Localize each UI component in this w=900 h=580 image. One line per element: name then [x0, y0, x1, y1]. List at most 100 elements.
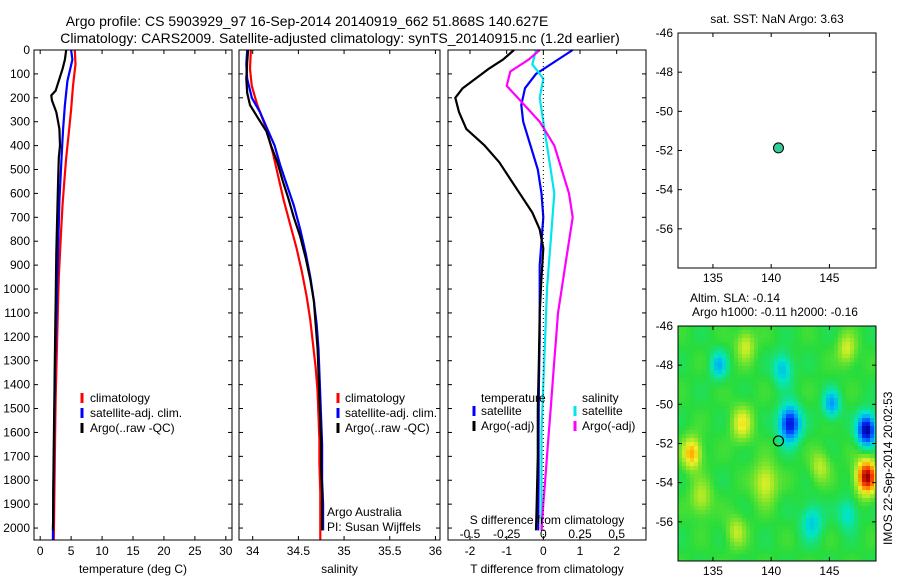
sla-map-cell	[678, 530, 682, 534]
sla-map-cell	[778, 450, 782, 454]
sla-map-cell	[770, 334, 774, 338]
sla-map-cell	[722, 466, 726, 470]
sla-map-cell	[714, 470, 718, 474]
sla-map-cell	[870, 378, 874, 382]
sla-map-cell	[702, 382, 706, 386]
sla-map-cell	[774, 398, 778, 402]
sla-map-cell	[766, 542, 770, 546]
sla-map-cell	[778, 458, 782, 462]
sla-map-cell	[718, 454, 722, 458]
sla-map-cell	[826, 466, 830, 470]
temperature-ytick-label: 200	[10, 91, 30, 105]
sla-map-cell	[846, 454, 850, 458]
sla-map-cell	[778, 470, 782, 474]
sla-map-cell	[678, 354, 682, 358]
sla-map-cell	[706, 334, 710, 338]
sla-map-cell	[838, 418, 842, 422]
sla-map-cell	[770, 362, 774, 366]
sla-map-cell	[682, 490, 686, 494]
sla-map-cell	[742, 406, 746, 410]
sla-map-cell	[678, 474, 682, 478]
sla-map-cell	[818, 338, 822, 342]
sla-map-cell	[790, 442, 794, 446]
sla-map-cell	[766, 458, 770, 462]
sla-map-cell	[798, 438, 802, 442]
sla-map-cell	[822, 478, 826, 482]
sla-map-cell	[798, 394, 802, 398]
sla-map-cell	[786, 514, 790, 518]
sla-map-cell	[750, 414, 754, 418]
sla-map-cell	[862, 470, 866, 474]
sla-map-cell	[686, 426, 690, 430]
sla-map-cell	[810, 442, 814, 446]
sla-map-cell	[814, 490, 818, 494]
sla-map-cell	[842, 510, 846, 514]
sla-map-cell	[826, 434, 830, 438]
sla-map-cell	[826, 338, 830, 342]
sla-map-cell	[774, 526, 778, 530]
sla-map-cell	[870, 466, 874, 470]
sla-map-cell	[702, 446, 706, 450]
sla-map-cell	[794, 462, 798, 466]
sla-map-cell	[762, 350, 766, 354]
sla-map-cell	[758, 558, 762, 561]
sla-map-cell	[678, 326, 682, 330]
sla-map-cell	[726, 502, 730, 506]
sla-map-cell	[686, 366, 690, 370]
sla-map-cell	[874, 526, 876, 530]
sla-map-cell	[774, 350, 778, 354]
sla-map-cell	[738, 406, 742, 410]
sla-map-cell	[822, 514, 826, 518]
sla-map-cell	[758, 510, 762, 514]
sla-map-cell	[694, 378, 698, 382]
sla-map-cell	[738, 410, 742, 414]
sla-map-cell	[762, 334, 766, 338]
sla-map-cell	[858, 438, 862, 442]
sla-map-cell	[798, 482, 802, 486]
sla-map-cell	[690, 378, 694, 382]
sla-map-cell	[738, 374, 742, 378]
salinity-series-2	[245, 49, 324, 531]
sla-map-cell	[762, 414, 766, 418]
sla-map-cell	[874, 326, 876, 330]
sla-map-cell	[754, 490, 758, 494]
sla-map-cell	[706, 378, 710, 382]
sla-map-cell	[818, 386, 822, 390]
sla-map-cell	[698, 394, 702, 398]
sla-map-cell	[738, 402, 742, 406]
sla-map-cell	[734, 454, 738, 458]
sla-map-cell	[738, 434, 742, 438]
sst_map-xtick-label: 140	[761, 271, 781, 285]
sla-map-cell	[750, 430, 754, 434]
sla-map-cell	[730, 482, 734, 486]
sla-map-cell	[830, 482, 834, 486]
sla-map-cell	[818, 430, 822, 434]
sla-map-cell	[678, 454, 682, 458]
sla-map-cell	[718, 474, 722, 478]
sla-map-cell	[858, 494, 862, 498]
sla-map-cell	[830, 522, 834, 526]
sla-map-cell	[758, 394, 762, 398]
sla-map-cell	[678, 394, 682, 398]
sla-map-cell	[834, 442, 838, 446]
sla-map-cell	[734, 446, 738, 450]
sla-map-cell	[714, 458, 718, 462]
sla-map-cell	[778, 386, 782, 390]
sla-map-cell	[850, 334, 854, 338]
sla-map-cell	[862, 386, 866, 390]
sla-map-cell	[754, 458, 758, 462]
sla-map-cell	[822, 358, 826, 362]
sla-map-cell	[778, 390, 782, 394]
sla-map-cell	[838, 462, 842, 466]
sla-map-cell	[782, 410, 786, 414]
sla-map-cell	[742, 330, 746, 334]
sla-map-cell	[714, 454, 718, 458]
sla-map-cell	[726, 458, 730, 462]
side-timestamp-label: IMOS 22-Sep-2014 20:02:53	[881, 391, 895, 545]
sla-map-cell	[690, 362, 694, 366]
sla-map-cell	[734, 470, 738, 474]
sla-map-cell	[806, 386, 810, 390]
sla-map-cell	[786, 450, 790, 454]
sla-map-cell	[746, 370, 750, 374]
sla-map-cell	[734, 550, 738, 554]
